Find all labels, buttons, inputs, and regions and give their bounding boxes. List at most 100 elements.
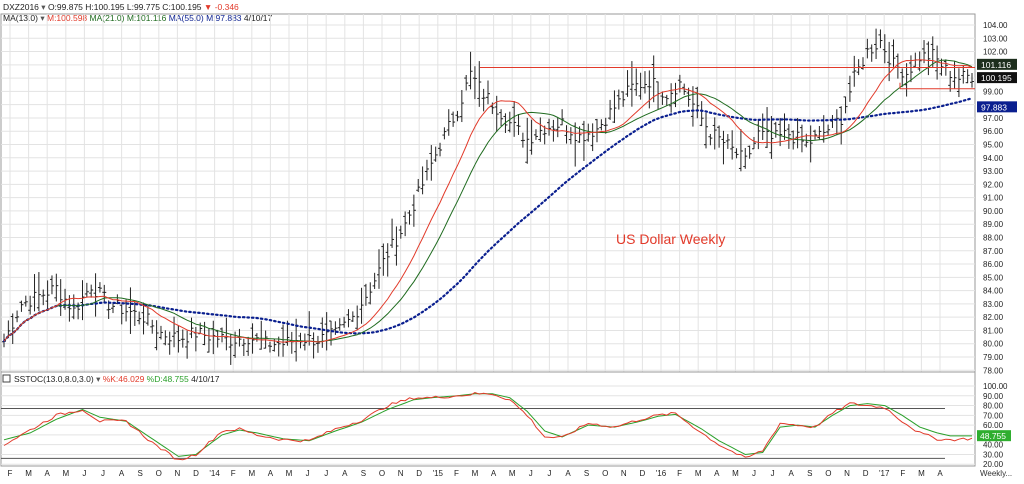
stoch-tick-label: 100.00 <box>983 382 1008 391</box>
x-tick-label: '16 <box>656 469 667 478</box>
svg-text:MA(13.0) ▾ M:100: MA(13.0) ▾ M:100.598 MA(21.0) M:101.116 … <box>3 13 273 23</box>
stoch-label[interactable]: SSTOC(13.0,8.0,3.0) <box>14 374 94 384</box>
x-tick-label: J <box>771 469 775 478</box>
header-date: 4/10/17 <box>244 13 273 23</box>
stoch-tick-label: 80.00 <box>983 402 1004 411</box>
x-tick-label: A <box>789 469 795 478</box>
x-tick-label: J <box>101 469 105 478</box>
price-tick-label: 82.00 <box>983 313 1004 322</box>
x-tick-label: O <box>156 469 162 478</box>
x-tick-label: D <box>640 469 646 478</box>
x-tick-label: N <box>175 469 181 478</box>
price-tick-label: 104.00 <box>983 21 1008 30</box>
moving-average-lines <box>2 59 974 343</box>
price-tick-label: 97.00 <box>983 114 1004 123</box>
x-tick-label: D <box>863 469 869 478</box>
price-tick-label: 81.00 <box>983 326 1004 335</box>
x-tick-label: A <box>119 469 125 478</box>
x-tick-label: S <box>807 469 812 478</box>
x-tick-label: M <box>509 469 516 478</box>
x-tick-label: S <box>584 469 589 478</box>
x-tick-label: A <box>937 469 943 478</box>
price-tick-label: 102.00 <box>983 48 1008 57</box>
stoch-tick-label: 30.00 <box>983 450 1004 459</box>
x-tick-label: M <box>472 469 479 478</box>
x-tick-label: M <box>62 469 69 478</box>
stoch-tick-label: 70.00 <box>983 411 1004 420</box>
x-tick-label: A <box>714 469 720 478</box>
x-tick-label: N <box>844 469 850 478</box>
price-tick-label: 89.00 <box>983 220 1004 229</box>
x-tick-label: S <box>138 469 143 478</box>
stoch-value-badge: 48.755 <box>977 430 1011 442</box>
x-tick-label: J <box>547 469 551 478</box>
x-tick-label: F <box>900 469 905 478</box>
x-tick-label: '17 <box>879 469 890 478</box>
ma21-value: MA(21.0) M:101.116 <box>90 13 167 23</box>
ma21-badge: 101.116 <box>981 60 1011 70</box>
x-tick-label: D <box>193 469 199 478</box>
price-tick-label: 80.00 <box>983 340 1004 349</box>
ma13-value: M:100.598 <box>47 13 87 23</box>
stoch-badge-value: 48.755 <box>980 431 1006 441</box>
period-selector[interactable]: Weekly... <box>980 469 1012 478</box>
stoch-badge-bg <box>977 430 1011 442</box>
price-tick-label: 95.00 <box>983 141 1004 150</box>
stoch-settings-icon[interactable] <box>2 374 11 383</box>
x-tick-label: M <box>695 469 702 478</box>
x-tick-label: J <box>324 469 328 478</box>
price-tick-label: 86.00 <box>983 260 1004 269</box>
x-tick-label: '15 <box>433 469 444 478</box>
close-badge: 100.195 <box>981 73 1012 83</box>
svg-text:DXZ2016 ▾ O:99.8: DXZ2016 ▾ O:99.875 H:100.195 L:99.775 C:… <box>3 2 239 12</box>
stoch-k-line <box>3 392 973 461</box>
x-tick-label: F <box>8 469 13 478</box>
x-tick-label: M <box>248 469 255 478</box>
x-tick-label: J <box>529 469 533 478</box>
price-tick-label: 79.00 <box>983 353 1004 362</box>
price-tick-label: 87.00 <box>983 247 1004 256</box>
stoch-tick-label: 40.00 <box>983 441 1004 450</box>
time-axis: F M A M J J A S O N D '14 F M A M J J A S O N D '15 F M A M J J A S O N D '… <box>8 469 944 478</box>
stoch-axis: 100.0090.0080.0070.0060.0050.0040.0030.0… <box>983 382 1008 469</box>
close-badge-bg <box>977 72 1017 84</box>
price-tick-label: 91.00 <box>983 194 1004 203</box>
x-tick-label: M <box>25 469 32 478</box>
x-tick-label: M <box>732 469 739 478</box>
price-tick-label: 83.00 <box>983 300 1004 309</box>
ma13-label[interactable]: MA(13.0) <box>3 13 38 23</box>
ma13-line <box>3 59 973 343</box>
price-tick-label: 94.00 <box>983 154 1004 163</box>
stoch-d-value: %D:48.755 <box>147 374 189 384</box>
stochastic-lines <box>3 392 973 461</box>
chart-annotation-title: US Dollar Weekly <box>616 231 725 247</box>
symbol-label[interactable]: DXZ2016 <box>3 2 39 12</box>
stoch-k-value: %K:46.029 <box>103 374 145 384</box>
price-bars <box>2 28 974 365</box>
x-tick-label: O <box>602 469 608 478</box>
ohlc-readout: O:99.875 H:100.195 L:99.775 C:100.195 <box>48 2 202 12</box>
price-grid <box>1 14 975 372</box>
price-tick-label: 99.00 <box>983 87 1004 96</box>
x-tick-label: '14 <box>209 469 220 478</box>
price-tick-label: 84.00 <box>983 287 1004 296</box>
stoch-tick-label: 20.00 <box>983 460 1004 469</box>
x-tick-label: F <box>454 469 459 478</box>
support-resistance-lines <box>480 66 975 90</box>
change-down-icon: ▼ <box>204 2 215 12</box>
svg-text:SSTOC(13.0,8.0,3.0) ▾: SSTOC(13.0,8.0,3.0) ▾ %K:46.029 %D:48.75… <box>14 374 220 384</box>
price-tick-label: 78.00 <box>983 366 1004 375</box>
price-tick-label: 90.00 <box>983 207 1004 216</box>
x-tick-label: N <box>398 469 404 478</box>
ma55-value: MA(55.0) M:97.883 <box>169 13 242 23</box>
x-tick-label: O <box>379 469 385 478</box>
stoch-date: 4/10/17 <box>191 374 220 384</box>
price-tick-label: 103.00 <box>983 34 1008 43</box>
ma55-badge-bg <box>977 101 1017 113</box>
price-tick-label: 92.00 <box>983 180 1004 189</box>
x-tick-label: A <box>268 469 274 478</box>
stoch-grid <box>1 385 975 465</box>
x-tick-label: M <box>918 469 925 478</box>
